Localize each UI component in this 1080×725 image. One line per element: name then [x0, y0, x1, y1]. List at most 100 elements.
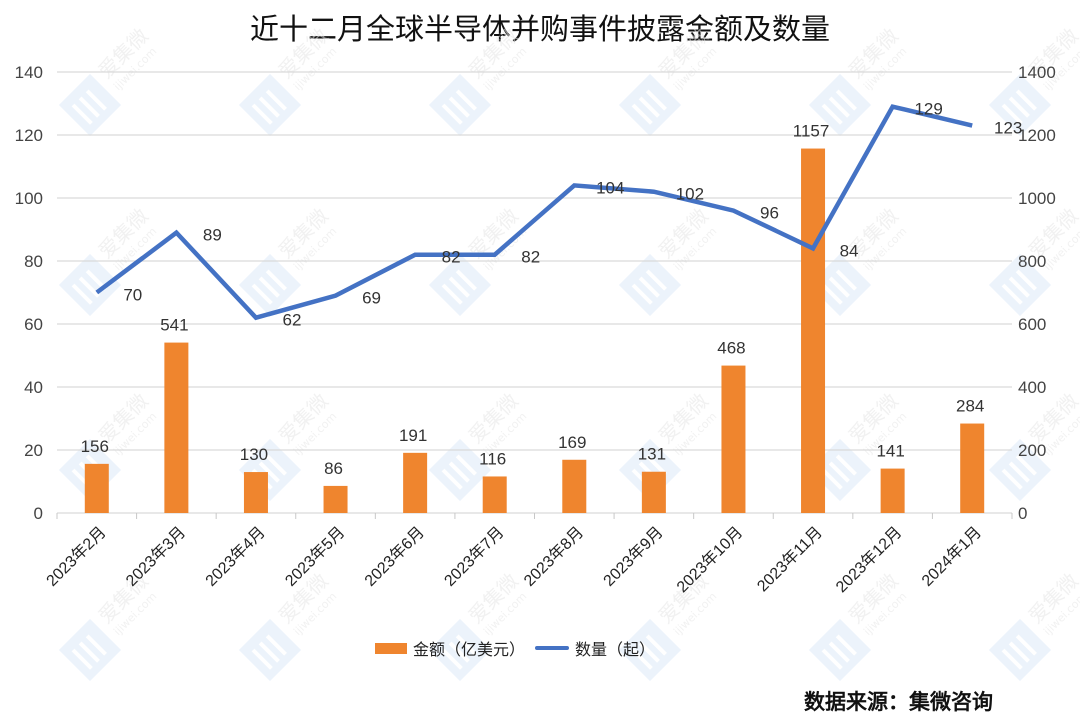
watermark-stripe — [821, 103, 843, 125]
y-right-tick-label: 400 — [1018, 378, 1046, 397]
line-data-label: 102 — [676, 185, 704, 204]
y-right-tick-label: 1200 — [1018, 126, 1056, 145]
watermark-stripe — [1001, 103, 1023, 125]
watermark-stripe — [448, 461, 470, 483]
watermark-stripe — [71, 103, 93, 125]
y-left-tick-label: 20 — [24, 441, 43, 460]
x-axis-label: 2024年1月 — [918, 523, 985, 590]
line-data-label: 104 — [596, 178, 624, 197]
watermark-stripe — [1001, 468, 1023, 490]
line-count — [95, 104, 973, 321]
bar-amount — [84, 463, 109, 513]
watermark-stripe — [78, 276, 100, 298]
watermark-stripe — [828, 96, 850, 118]
bar-amount — [960, 423, 985, 513]
watermark-stripe — [835, 454, 857, 476]
watermark-stripe — [251, 648, 273, 670]
bar-amount — [801, 148, 826, 514]
watermark-stripe — [645, 89, 667, 111]
watermark-stripe — [448, 276, 470, 298]
watermark-stripe — [1001, 648, 1023, 670]
watermark-stripe — [265, 634, 287, 656]
bar-amount — [641, 471, 666, 513]
x-axis-label: 2023年4月 — [202, 523, 269, 590]
watermark-stripe — [455, 634, 477, 656]
watermark-stripe — [71, 283, 93, 305]
bar-data-label: 468 — [717, 339, 745, 358]
watermark-stripe — [1008, 641, 1030, 663]
watermark-stripe — [448, 641, 470, 663]
watermark-stripe — [441, 648, 463, 670]
watermark-stripe — [645, 634, 667, 656]
line-data-label: 70 — [123, 286, 142, 305]
y-right-tick-label: 200 — [1018, 441, 1046, 460]
bar-data-label: 169 — [558, 433, 586, 452]
bar-data-label: 1157 — [793, 122, 830, 141]
y-right-tick-label: 0 — [1018, 504, 1027, 523]
watermark-stripe — [455, 89, 477, 111]
x-axis-label: 2023年9月 — [600, 523, 667, 590]
chart-title: 近十二月全球半导体并购事件披露金额及数量 — [249, 12, 830, 46]
bar-data-label: 130 — [240, 445, 268, 464]
line-data-label: 129 — [914, 100, 942, 119]
bar-amount — [323, 485, 348, 513]
bar-amount — [880, 468, 905, 513]
watermark-stripe — [638, 96, 660, 118]
y-right-tick-label: 800 — [1018, 252, 1046, 271]
watermark-stripe — [441, 103, 463, 125]
y-left-tick-label: 100 — [15, 189, 43, 208]
watermark-stripe — [258, 641, 280, 663]
bar-amount — [403, 452, 428, 513]
y-right-tick-label: 600 — [1018, 315, 1046, 334]
watermark-stripe — [265, 269, 287, 291]
bar-amount — [482, 476, 507, 513]
bar-data-label: 86 — [324, 459, 343, 478]
y-left-tick-label: 80 — [24, 252, 43, 271]
x-axis-label: 2023年11月 — [754, 523, 826, 595]
legend: 金额（亿美元） 数量（起） — [375, 636, 665, 660]
legend-item-amount: 金额（亿美元） — [375, 636, 525, 660]
line-data-label: 82 — [521, 248, 540, 267]
bar-data-label: 541 — [160, 316, 188, 335]
watermark-stripe — [1015, 454, 1037, 476]
watermark-stripe — [258, 461, 280, 483]
watermark-stripe — [1008, 461, 1030, 483]
watermark-stripe — [828, 276, 850, 298]
watermark-stripe — [455, 269, 477, 291]
y-left-tick-label: 60 — [24, 315, 43, 334]
bar-amount — [164, 342, 189, 513]
watermark-stripe — [265, 454, 287, 476]
watermark-stripe — [265, 89, 287, 111]
watermark-stripe — [835, 89, 857, 111]
bar-amount — [721, 365, 746, 513]
watermark-square — [618, 73, 682, 137]
watermark-stripe — [85, 89, 107, 111]
bar-amount — [243, 472, 268, 513]
watermark-stripe — [448, 96, 470, 118]
watermark-stripe — [645, 269, 667, 291]
watermark-square — [428, 73, 492, 137]
y-left-tick-label: 140 — [15, 63, 43, 82]
watermark-stripe — [251, 283, 273, 305]
bar-data-label: 156 — [81, 437, 109, 456]
watermark-stripe — [78, 641, 100, 663]
bar-data-label: 191 — [399, 426, 427, 445]
watermark-stripe — [85, 269, 107, 291]
watermark-stripe — [441, 468, 463, 490]
watermark-stripe — [821, 283, 843, 305]
line-data-label: 96 — [760, 204, 779, 223]
watermark-stripe — [1001, 283, 1023, 305]
legend-item-count: 数量（起） — [535, 636, 655, 660]
watermark-stripe — [821, 648, 843, 670]
